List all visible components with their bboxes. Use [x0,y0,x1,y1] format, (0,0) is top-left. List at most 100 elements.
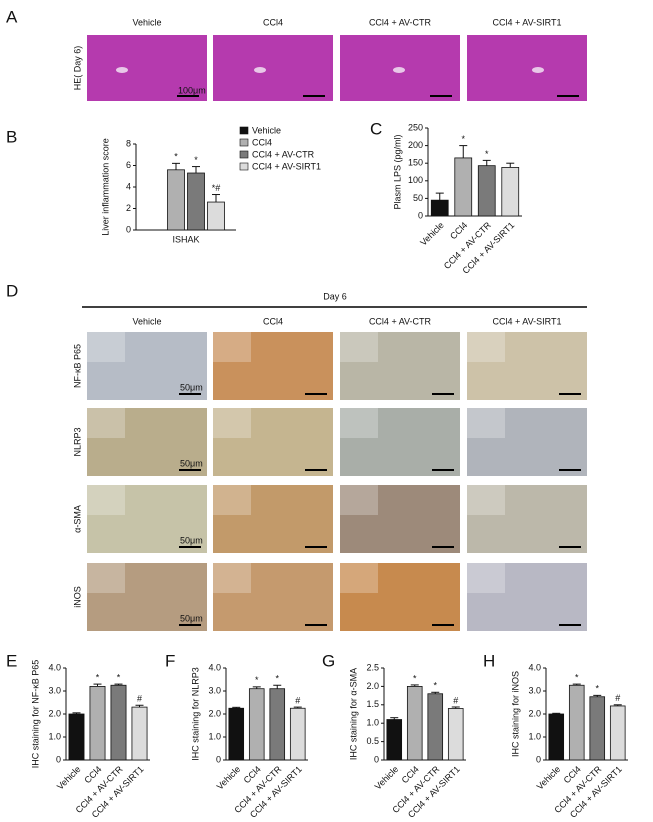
panel-letter: H [483,651,495,670]
y-tick-label: 200 [408,140,423,150]
y-tick-label: 50 [413,193,423,203]
y-tick-label: 4.0 [208,662,221,672]
y-tick-label: 8 [126,138,131,148]
significance: * [485,149,489,159]
y-tick-label: 3.0 [528,685,541,695]
ihc-image [340,408,460,476]
y-tick-label: 0 [216,754,221,764]
scale-bar-label: 50μm [180,613,203,623]
inset [340,332,378,362]
panel-letter: E [6,651,17,670]
he-image [467,35,587,101]
panel-letter: C [370,119,382,138]
y-tick-label: 250 [408,122,423,132]
inset [467,563,505,593]
column-header: Vehicle [132,17,161,27]
y-axis-label: IHC staining for iNOS [510,671,520,757]
bar [228,707,245,761]
y-tick-label: 3.0 [208,685,221,695]
row-label: HE( Day 6) [72,46,82,91]
inset [87,563,125,593]
ihc-image [213,408,333,476]
y-tick-label: 4.0 [48,662,61,672]
bar [609,705,626,761]
panel-letter: D [6,281,18,300]
ihc-image [213,332,333,400]
scale-bar-label: 50μm [180,535,203,545]
y-tick-label: 0 [418,210,423,220]
row-label: iNOS [72,586,82,608]
bar [187,172,205,231]
panel-header: Day 6 [323,291,347,301]
significance: * [194,155,198,165]
significance: # [137,694,142,704]
bar [269,688,286,761]
panel-letter: B [6,127,17,146]
vessel [532,67,544,73]
ihc-image [340,485,460,553]
bar [501,167,520,217]
column-header: CCl4 [263,17,283,27]
ihc-image [467,408,587,476]
y-tick-label: 2 [126,203,131,213]
legend-swatch [239,138,249,147]
ihc-image [213,563,333,631]
row-label: NLRP3 [72,427,82,456]
bar [406,686,423,761]
bar [89,686,106,761]
bar [589,696,606,761]
y-tick-label: 4 [126,181,131,191]
y-tick-label: 2.0 [48,708,61,718]
inset [87,332,125,362]
scale-bar-label: 50μm [180,458,203,468]
inset [340,485,378,515]
legend-label: Vehicle [252,125,281,135]
bar [386,719,403,761]
bar [248,688,265,761]
scale-bar-label: 100μm [178,85,206,95]
inset [87,485,125,515]
significance: * [595,684,599,694]
y-tick-label: 2.5 [366,662,379,672]
y-axis-label: IHC staining for NF-κB P65 [30,660,40,769]
panel-letter: F [165,651,175,670]
significance: * [117,672,121,682]
vessel [116,67,128,73]
significance: *# [212,183,221,193]
significance: * [96,672,100,682]
ihc-image [340,563,460,631]
bar [68,713,85,761]
y-tick-label: 1.5 [366,699,379,709]
inset [340,563,378,593]
he-image [87,35,207,101]
bar [548,713,565,761]
y-tick-label: 1.0 [528,731,541,741]
bar [427,693,444,761]
significance: * [433,681,437,691]
significance: * [255,675,259,685]
y-tick-label: 0 [374,754,379,764]
y-axis-label: Plasm LPS (pg/ml) [392,134,402,209]
significance: # [295,695,300,705]
x-tick-label: ISHAK [172,234,199,244]
vessel [393,67,405,73]
legend-swatch [239,150,249,159]
inset [87,408,125,438]
significance: * [575,672,579,682]
legend-swatch [239,162,249,171]
bar [430,199,449,217]
column-header: CCl4 + AV-CTR [369,316,432,326]
ihc-image [467,332,587,400]
bar [207,201,225,231]
row-label: α-SMA [72,505,82,533]
column-header: CCl4 [263,316,283,326]
y-tick-label: 0 [126,224,131,234]
bar [454,157,473,217]
ihc-image [213,485,333,553]
ihc-image [467,563,587,631]
bar [110,684,127,761]
column-header: CCl4 + AV-SIRT1 [493,316,562,326]
y-tick-label: 2.0 [366,681,379,691]
inset [467,332,505,362]
y-tick-label: 0.5 [366,736,379,746]
